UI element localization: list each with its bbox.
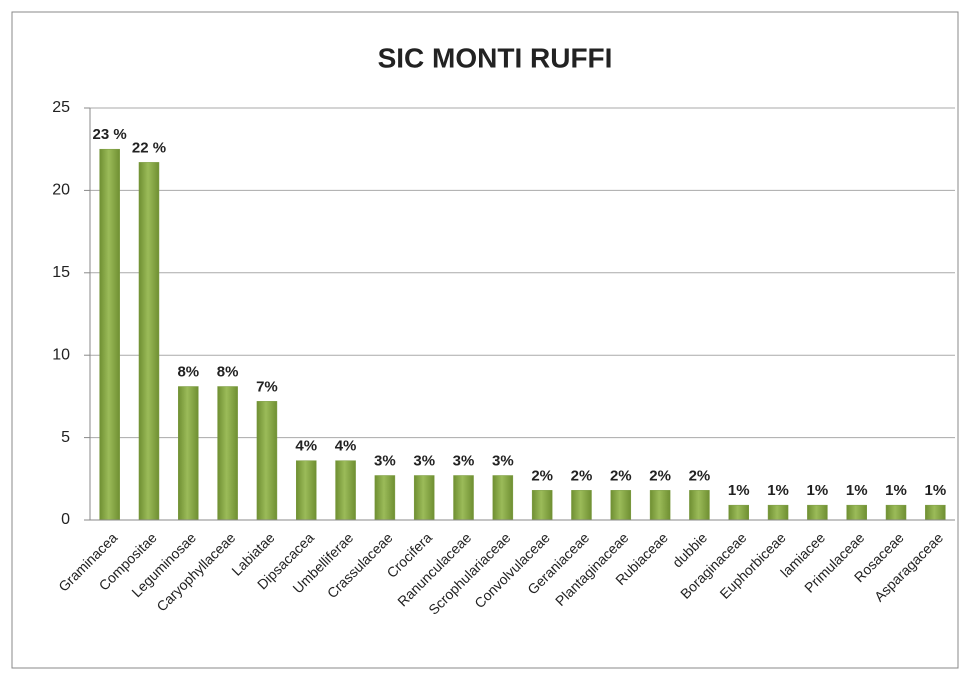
bar — [610, 490, 632, 521]
bar — [531, 490, 553, 521]
chart-frame — [11, 11, 959, 669]
bar — [178, 386, 199, 521]
bar — [296, 460, 317, 521]
value-label: 3% — [453, 452, 475, 469]
value-label: 2% — [571, 467, 593, 484]
y-tick-label: 5 — [61, 429, 70, 446]
y-tick-label: 10 — [52, 346, 70, 363]
value-label: 7% — [256, 378, 278, 395]
bar — [846, 504, 867, 521]
chart-title: SIC MONTI RUFFI — [378, 42, 613, 73]
y-tick-label: 20 — [52, 182, 70, 199]
bar — [413, 475, 435, 521]
bar — [492, 475, 514, 521]
value-label: 23 % — [93, 126, 127, 143]
y-tick-label: 0 — [61, 511, 70, 528]
value-label: 8% — [177, 363, 199, 380]
value-label: 4% — [295, 438, 317, 455]
bar — [807, 504, 828, 521]
value-label: 8% — [217, 363, 239, 380]
value-label: 22 % — [132, 139, 166, 156]
value-label: 3% — [413, 452, 435, 469]
value-label: 1% — [767, 482, 789, 499]
value-label: 2% — [610, 467, 632, 484]
bar — [925, 504, 946, 521]
bar — [767, 504, 789, 521]
bar — [453, 475, 474, 521]
bar — [374, 475, 396, 521]
value-label: 1% — [807, 482, 829, 499]
y-tick-label: 25 — [52, 99, 70, 116]
bar — [99, 148, 120, 521]
bar — [138, 162, 160, 521]
value-label: 1% — [885, 482, 907, 499]
value-label: 1% — [924, 482, 946, 499]
value-label: 1% — [846, 482, 868, 499]
bar — [689, 490, 710, 521]
value-label: 2% — [649, 467, 671, 484]
value-label: 4% — [335, 438, 357, 455]
y-tick-label: 15 — [52, 264, 70, 281]
value-label: 2% — [531, 467, 553, 484]
value-label: 2% — [689, 467, 711, 484]
bar — [217, 386, 238, 521]
value-label: 3% — [492, 452, 514, 469]
bar — [571, 490, 592, 521]
bar — [256, 401, 278, 521]
value-label: 3% — [374, 452, 396, 469]
bar — [728, 504, 749, 521]
bar — [335, 460, 356, 521]
bar — [649, 490, 671, 521]
bar — [885, 504, 907, 521]
value-label: 1% — [728, 482, 750, 499]
